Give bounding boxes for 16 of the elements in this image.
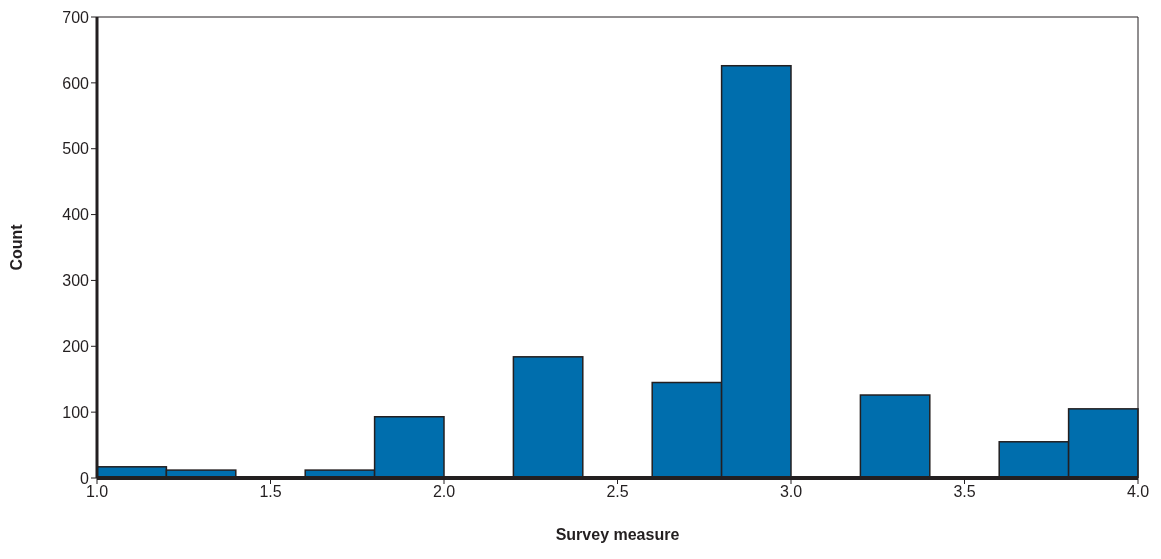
y-tick-label: 100	[62, 403, 90, 421]
x-tick-label: 2.0	[432, 483, 456, 501]
y-tick-label: 200	[62, 337, 90, 355]
x-tick-label: 3.0	[779, 483, 803, 501]
y-tick-label: 600	[62, 74, 90, 92]
y-tick-label: 500	[62, 140, 90, 158]
x-tick-label: 3.5	[953, 483, 976, 501]
x-tick-label: 1.0	[85, 483, 109, 501]
x-axis-title: Survey measure	[555, 526, 680, 543]
y-tick-label: 700	[62, 8, 90, 26]
y-tick-label: 400	[62, 206, 90, 224]
y-tick-label: 300	[62, 272, 90, 290]
y-axis-title: Count	[7, 223, 25, 271]
x-tick-label: 2.5	[606, 483, 629, 501]
x-tick-label: 1.5	[259, 483, 282, 501]
x-tick-label: 4.0	[1126, 483, 1150, 501]
